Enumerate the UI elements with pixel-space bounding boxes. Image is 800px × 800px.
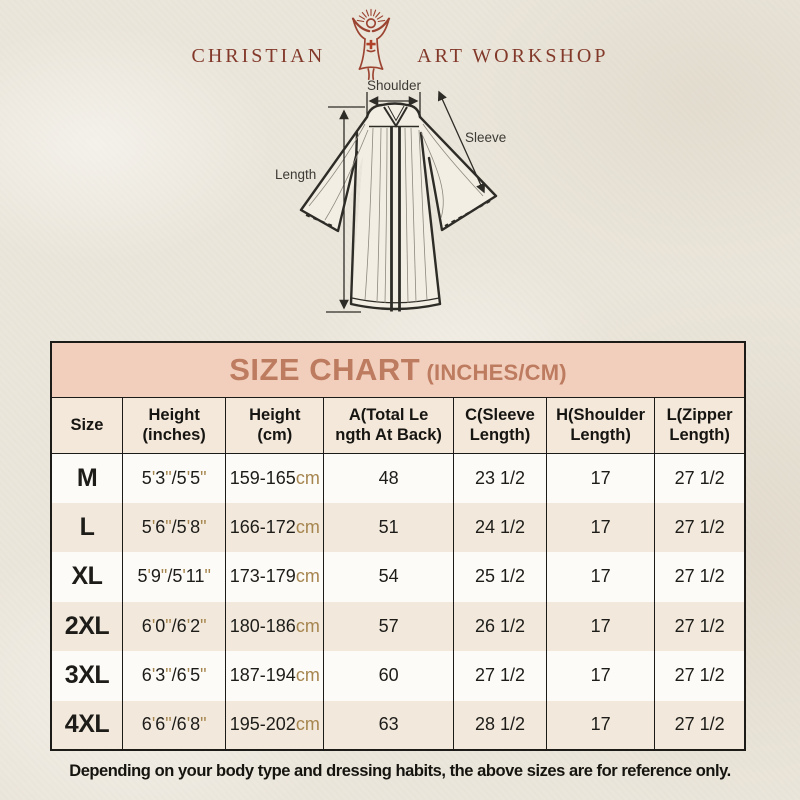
value-cell: 17 [545,700,656,750]
value-cell: 57 [323,601,454,651]
value-cell: 51 [323,502,454,552]
value-cell: 27 1/2 [654,651,746,701]
size-row-3xl: 3XL 6'3"/6'5" 187-194cm 60 27 1/2 17 27 1/2 [50,651,746,701]
value-cell: 54 [323,552,454,602]
value-cell: 17 [545,453,656,503]
value-cell: 5'3"/5'5" [121,453,227,503]
value-cell: 27 1/2 [654,453,746,503]
column-header: H(Shoulder Length) [545,397,656,454]
column-header: Height (cm) [225,397,325,454]
size-row-m: M 5'3"/5'5" 159-165cm 48 23 1/2 17 27 1/2 [50,453,746,503]
value-cell: 17 [545,502,656,552]
length-label: Length [275,167,316,182]
size-row-xl: XL 5'9"/5'11" 173-179cm 54 25 1/2 17 27 1/2 [50,552,746,602]
value-cell: 23 1/2 [452,453,547,503]
value-cell: 48 [323,453,454,503]
column-header: A(Total Le ngth At Back) [323,397,454,454]
footnote-text: Depending on your body type and dressing… [69,762,731,780]
value-cell: 17 [545,552,656,602]
column-header-row: Size Height (inches) Height (cm) A(Total Le ng… [50,397,746,454]
value-cell: 173-179cm [225,552,325,602]
size-label-cell: XL [50,552,123,602]
value-cell: 27 1/2 [654,502,746,552]
value-cell: 6'3"/6'5" [121,651,227,701]
column-header: C(Sleeve Length) [452,397,547,454]
size-chart-title: SIZE CHART (INCHES/CM) [50,342,746,398]
value-cell: 28 1/2 [452,700,547,750]
value-cell: 5'6"/5'8" [121,502,227,552]
value-cell: 6'0"/6'2" [121,601,227,651]
value-cell: 180-186cm [225,601,325,651]
size-row-2xl: 2XL 6'0"/6'2" 180-186cm 57 26 1/2 17 27 1/2 [50,601,746,651]
sleeve-label: Sleeve [465,130,506,145]
brand-name-left: CHRISTIAN [191,45,326,67]
column-header: L(Zipper Length) [654,397,746,454]
size-chart-section: SIZE CHART (INCHES/CM) Size Height (inches)… [50,341,746,751]
value-cell: 17 [545,601,656,651]
sleeve-arrow [437,90,486,194]
column-header: Height (inches) [121,397,227,454]
value-cell: 5'9"/5'11" [121,552,227,602]
shoulder-label: Shoulder [367,78,422,93]
value-cell: 166-172cm [225,502,325,552]
size-label-cell: 4XL [50,700,123,750]
size-row-l: L 5'6"/5'8" 166-172cm 51 24 1/2 17 27 1/2 [50,502,746,552]
value-cell: 27 1/2 [654,700,746,750]
robe-measurement-diagram: Shoulder Sleeve Length [275,78,506,313]
value-cell: 159-165cm [225,453,325,503]
size-chart-table: SIZE CHART (INCHES/CM) Size Height (inches)… [50,341,746,751]
brand-logo: CHRISTIAN [0,8,800,82]
value-cell: 26 1/2 [452,601,547,651]
value-cell: 60 [323,651,454,701]
size-row-4xl: 4XL 6'6"/6'8" 195-202cm 63 28 1/2 17 27 1/2 [50,700,746,750]
value-cell: 63 [323,700,454,750]
size-label-cell: 2XL [50,601,123,651]
value-cell: 195-202cm [225,700,325,750]
size-label-cell: 3XL [50,651,123,701]
value-cell: 24 1/2 [452,502,547,552]
brand-name-right: ART WORKSHOP [417,45,609,67]
size-chart-title-row: SIZE CHART (INCHES/CM) [50,342,746,398]
value-cell: 27 1/2 [654,552,746,602]
size-chart-title-units: (INCHES/CM) [420,359,567,385]
value-cell: 25 1/2 [452,552,547,602]
value-cell: 17 [545,651,656,701]
size-chart-title-text: SIZE CHART [229,351,421,387]
value-cell: 27 1/2 [654,601,746,651]
column-header: Size [50,397,123,454]
value-cell: 27 1/2 [452,651,547,701]
size-label-cell: L [50,502,123,552]
value-cell: 187-194cm [225,651,325,701]
radiant-christ-figure-icon [352,8,391,81]
size-label-cell: M [50,453,123,503]
value-cell: 6'6"/6'8" [121,700,227,750]
